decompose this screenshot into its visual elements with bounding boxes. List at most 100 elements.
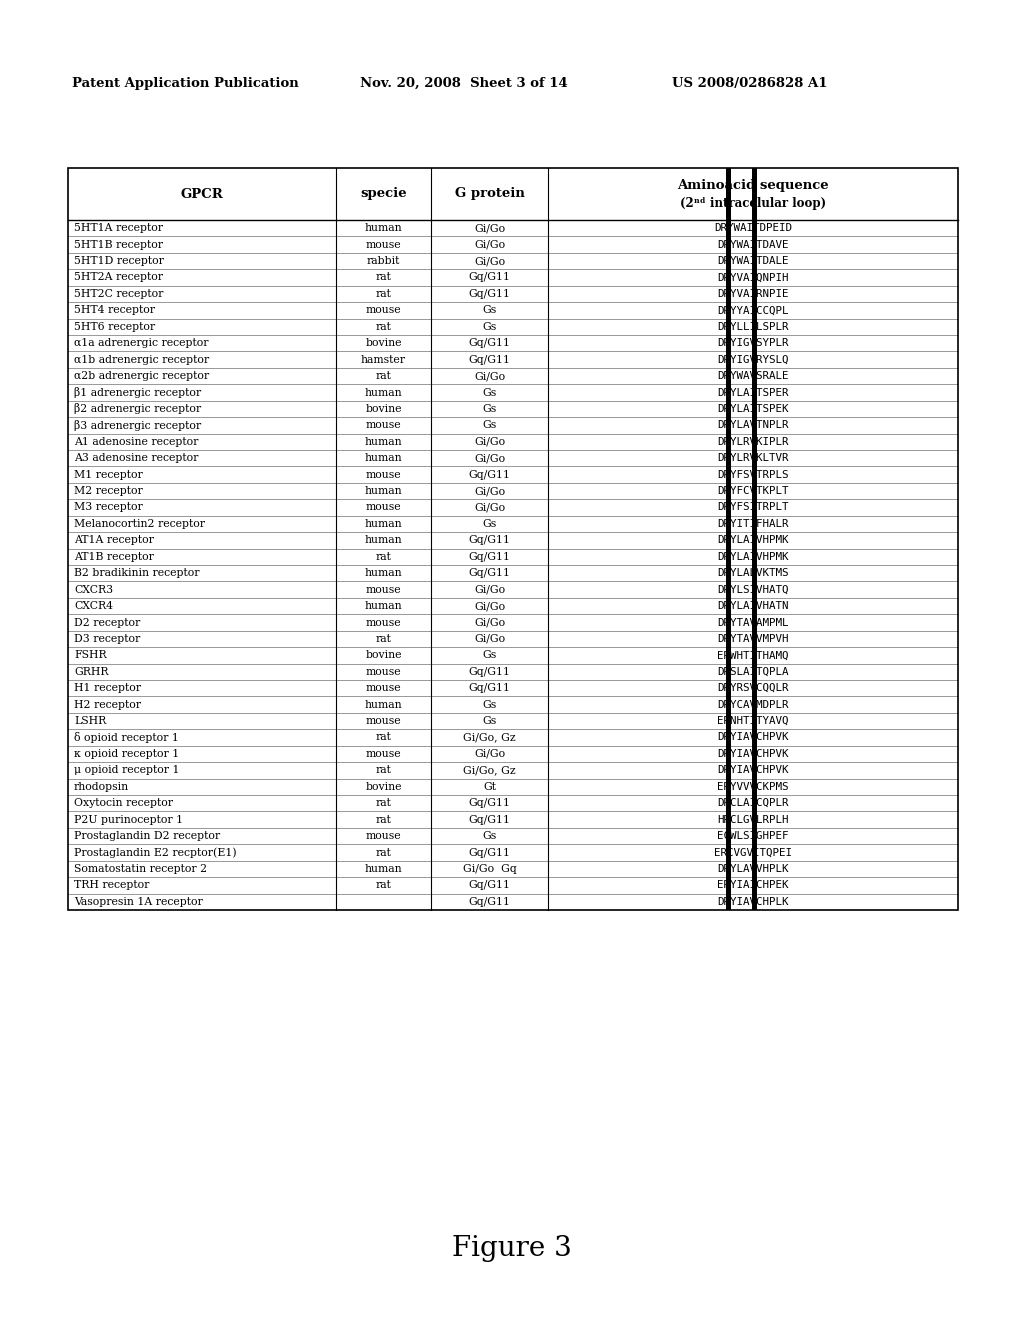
Text: Figure 3: Figure 3 [453, 1234, 571, 1262]
Text: AT1B receptor: AT1B receptor [74, 552, 154, 562]
Text: human: human [365, 223, 402, 234]
Text: 5HT4 receptor: 5HT4 receptor [74, 305, 155, 315]
Text: DRYLALVKTMS: DRYLALVKTMS [717, 568, 788, 578]
Text: DRSLAITQPLA: DRSLAITQPLA [717, 667, 788, 677]
Text: DRYTAVVMPVH: DRYTAVVMPVH [717, 634, 788, 644]
Text: Gq/G11: Gq/G11 [469, 896, 511, 907]
Text: GRHR: GRHR [74, 667, 109, 677]
Text: H2 receptor: H2 receptor [74, 700, 141, 710]
Text: Aminoacid sequence: Aminoacid sequence [677, 178, 828, 191]
Text: mouse: mouse [366, 470, 401, 479]
Text: Gi/Go: Gi/Go [474, 486, 505, 496]
Text: Gs: Gs [482, 700, 497, 710]
Text: rat: rat [376, 289, 391, 298]
Text: DRYFSVTRPLS: DRYFSVTRPLS [717, 470, 788, 479]
Text: DRYCAVMDPLR: DRYCAVMDPLR [717, 700, 788, 710]
Text: GPCR: GPCR [180, 187, 223, 201]
Text: 5HT2C receptor: 5HT2C receptor [74, 289, 164, 298]
Text: DRYLRVKIPLR: DRYLRVKIPLR [717, 437, 788, 446]
Text: Gs: Gs [482, 715, 497, 726]
Text: DRYITIFHALR: DRYITIFHALR [717, 519, 788, 529]
Text: β1 adrenergic receptor: β1 adrenergic receptor [74, 387, 201, 399]
Text: CXCR3: CXCR3 [74, 585, 113, 594]
Text: Gq/G11: Gq/G11 [469, 880, 511, 891]
Text: Gi/Go: Gi/Go [474, 223, 505, 234]
Text: rat: rat [376, 272, 391, 282]
Text: mouse: mouse [366, 684, 401, 693]
Text: DRYYAICCQPL: DRYYAICCQPL [717, 305, 788, 315]
Text: Gi/Go, Gz: Gi/Go, Gz [463, 733, 516, 742]
Text: β3 adrenergic receptor: β3 adrenergic receptor [74, 420, 201, 430]
Text: DRYIAVCHPLK: DRYIAVCHPLK [717, 896, 788, 907]
Text: 5HT1A receptor: 5HT1A receptor [74, 223, 163, 234]
Text: DRYLAIVHPMK: DRYLAIVHPMK [717, 552, 788, 562]
Text: mouse: mouse [366, 667, 401, 677]
Text: DRYWAITDALE: DRYWAITDALE [717, 256, 788, 267]
Text: G protein: G protein [455, 187, 524, 201]
Text: rat: rat [376, 847, 391, 858]
Text: rat: rat [376, 814, 391, 825]
Text: ERCVGVITQPEI: ERCVGVITQPEI [714, 847, 792, 858]
Text: rat: rat [376, 766, 391, 775]
Text: Gq/G11: Gq/G11 [469, 289, 511, 298]
Text: Gs: Gs [482, 322, 497, 331]
Text: DRYLAITSPER: DRYLAITSPER [717, 388, 788, 397]
Text: Somatostatin receptor 2: Somatostatin receptor 2 [74, 863, 207, 874]
Text: mouse: mouse [366, 832, 401, 841]
Text: CXCR4: CXCR4 [74, 601, 113, 611]
Text: DRYWAITDPEID: DRYWAITDPEID [714, 223, 792, 234]
Text: Gs: Gs [482, 651, 497, 660]
Text: H1 receptor: H1 receptor [74, 684, 141, 693]
Text: Gi/Go: Gi/Go [474, 618, 505, 627]
Text: rat: rat [376, 322, 391, 331]
Text: A1 adenosine receptor: A1 adenosine receptor [74, 437, 199, 446]
Text: DRYWAITDAVE: DRYWAITDAVE [717, 240, 788, 249]
Text: bovine: bovine [366, 338, 401, 348]
Text: DRYIAVCHPVK: DRYIAVCHPVK [717, 748, 788, 759]
Text: specie: specie [360, 187, 407, 201]
Text: human: human [365, 536, 402, 545]
Text: DRCLAICQPLR: DRCLAICQPLR [717, 799, 788, 808]
Text: M1 receptor: M1 receptor [74, 470, 142, 479]
Text: human: human [365, 568, 402, 578]
Text: M2 receptor: M2 receptor [74, 486, 142, 496]
Text: Gi/Go: Gi/Go [474, 585, 505, 594]
Text: rabbit: rabbit [367, 256, 400, 267]
Text: mouse: mouse [366, 305, 401, 315]
Text: mouse: mouse [366, 240, 401, 249]
Text: Prostaglandin D2 receptor: Prostaglandin D2 receptor [74, 832, 220, 841]
Text: Oxytocin receptor: Oxytocin receptor [74, 799, 173, 808]
Text: mouse: mouse [366, 715, 401, 726]
Text: human: human [365, 863, 402, 874]
Text: Gq/G11: Gq/G11 [469, 355, 511, 364]
Text: US 2008/0286828 A1: US 2008/0286828 A1 [672, 77, 827, 90]
Text: mouse: mouse [366, 585, 401, 594]
Text: δ opioid receptor 1: δ opioid receptor 1 [74, 733, 179, 743]
Text: α1b adrenergic receptor: α1b adrenergic receptor [74, 355, 209, 364]
Text: LSHR: LSHR [74, 715, 106, 726]
Text: DRYTAVAMPML: DRYTAVAMPML [717, 618, 788, 627]
Text: mouse: mouse [366, 503, 401, 512]
Text: DRYIAVCHPVK: DRYIAVCHPVK [717, 766, 788, 775]
Text: Gq/G11: Gq/G11 [469, 667, 511, 677]
Text: rat: rat [376, 733, 391, 742]
Text: Gq/G11: Gq/G11 [469, 272, 511, 282]
Text: DRYLAITSPEK: DRYLAITSPEK [717, 404, 788, 414]
Text: Gq/G11: Gq/G11 [469, 568, 511, 578]
Text: mouse: mouse [366, 618, 401, 627]
Text: rhodopsin: rhodopsin [74, 781, 129, 792]
Text: Nov. 20, 2008  Sheet 3 of 14: Nov. 20, 2008 Sheet 3 of 14 [360, 77, 567, 90]
Text: Gi/Go  Gq: Gi/Go Gq [463, 863, 516, 874]
Text: TRH receptor: TRH receptor [74, 880, 150, 891]
Text: human: human [365, 700, 402, 710]
Text: DRYWAVSRALE: DRYWAVSRALE [717, 371, 788, 381]
Text: human: human [365, 601, 402, 611]
Bar [752, 168, 757, 909]
Text: AT1A receptor: AT1A receptor [74, 536, 154, 545]
Text: Gs: Gs [482, 519, 497, 529]
Text: DRYLRVKLTVR: DRYLRVKLTVR [717, 453, 788, 463]
Text: HRCLGVLRPLH: HRCLGVLRPLH [717, 814, 788, 825]
Text: Gi/Go: Gi/Go [474, 256, 505, 267]
Text: Prostaglandin E2 recptor(E1): Prostaglandin E2 recptor(E1) [74, 847, 237, 858]
Text: DRYFSITRPLT: DRYFSITRPLT [717, 503, 788, 512]
